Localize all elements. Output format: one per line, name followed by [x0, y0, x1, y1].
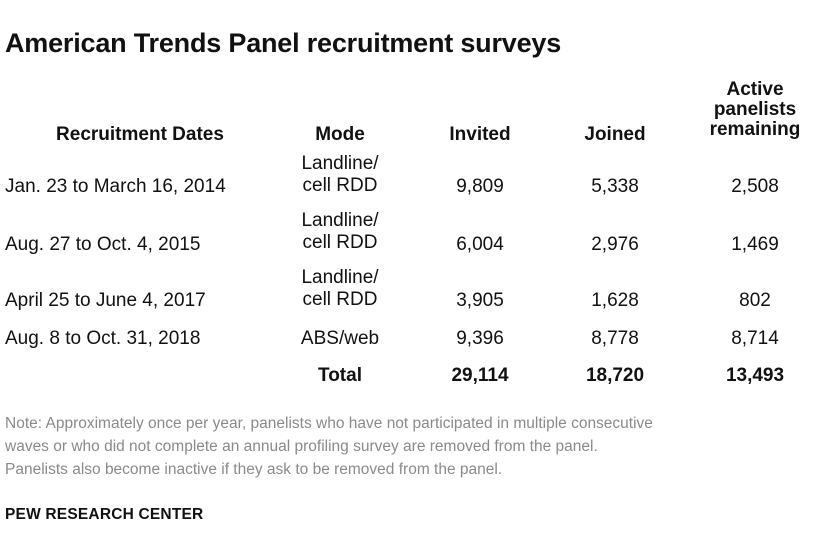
mode-line: ABS/web [300, 328, 380, 349]
table-cell-active: 8,714 [731, 328, 779, 349]
table-cell-joined: 2,976 [591, 234, 639, 255]
column-header-active-line: remaining [709, 119, 801, 140]
footnote-line: Note: Approximately once per year, panel… [5, 415, 653, 432]
source-credit: PEW RESEARCH CENTER [5, 506, 204, 523]
footnote: Note: Approximately once per year, panel… [5, 412, 825, 481]
table-cell-active: 802 [739, 290, 771, 311]
column-header-active-line: Active [726, 79, 784, 100]
total-label: Total [318, 365, 362, 386]
page-title: American Trends Panel recruitment survey… [5, 28, 562, 58]
table-cell-active: 2,508 [731, 176, 779, 197]
column-header-recruitment-dates: Recruitment Dates [56, 124, 224, 145]
table-cell-dates: April 25 to June 4, 2017 [5, 290, 206, 311]
table-cell-active: 1,469 [731, 234, 779, 255]
table-cell-invited: 6,004 [456, 234, 504, 255]
total-invited: 29,114 [451, 365, 509, 386]
total-joined: 18,720 [585, 365, 645, 386]
mode-line: cell RDD [302, 289, 378, 310]
table-cell-joined: 5,338 [591, 176, 639, 197]
column-header-active-panelists: Active panelists remaining [690, 80, 820, 140]
table-cell-invited: 9,809 [456, 176, 504, 197]
table-cell-dates: Jan. 23 to March 16, 2014 [5, 176, 226, 197]
mode-line: cell RDD [302, 175, 378, 196]
footnote-line: waves or who did not complete an annual … [5, 438, 598, 455]
table-cell-mode: Landline/ cell RDD [285, 267, 395, 311]
mode-line: cell RDD [302, 232, 378, 253]
column-header-mode: Mode [315, 124, 365, 145]
mode-line: Landline/ [301, 153, 379, 174]
column-header-active-line: panelists [713, 99, 797, 120]
table-cell-dates: Aug. 8 to Oct. 31, 2018 [5, 328, 201, 349]
table-cell-mode: ABS/web [285, 328, 395, 350]
mode-line: Landline/ [301, 267, 379, 288]
table-cell-mode: Landline/ cell RDD [285, 210, 395, 254]
mode-line: Landline/ [301, 210, 379, 231]
table-cell-mode: Landline/ cell RDD [285, 153, 395, 197]
table-cell-invited: 9,396 [456, 328, 504, 349]
table-cell-invited: 3,905 [456, 290, 504, 311]
column-header-joined: Joined [584, 124, 646, 145]
column-header-invited: Invited [449, 124, 511, 145]
table-cell-joined: 1,628 [591, 290, 639, 311]
footnote-line: Panelists also become inactive if they a… [5, 461, 503, 478]
table-cell-joined: 8,778 [591, 328, 639, 349]
total-active: 13,493 [725, 365, 785, 386]
table-cell-dates: Aug. 27 to Oct. 4, 2015 [5, 234, 201, 255]
